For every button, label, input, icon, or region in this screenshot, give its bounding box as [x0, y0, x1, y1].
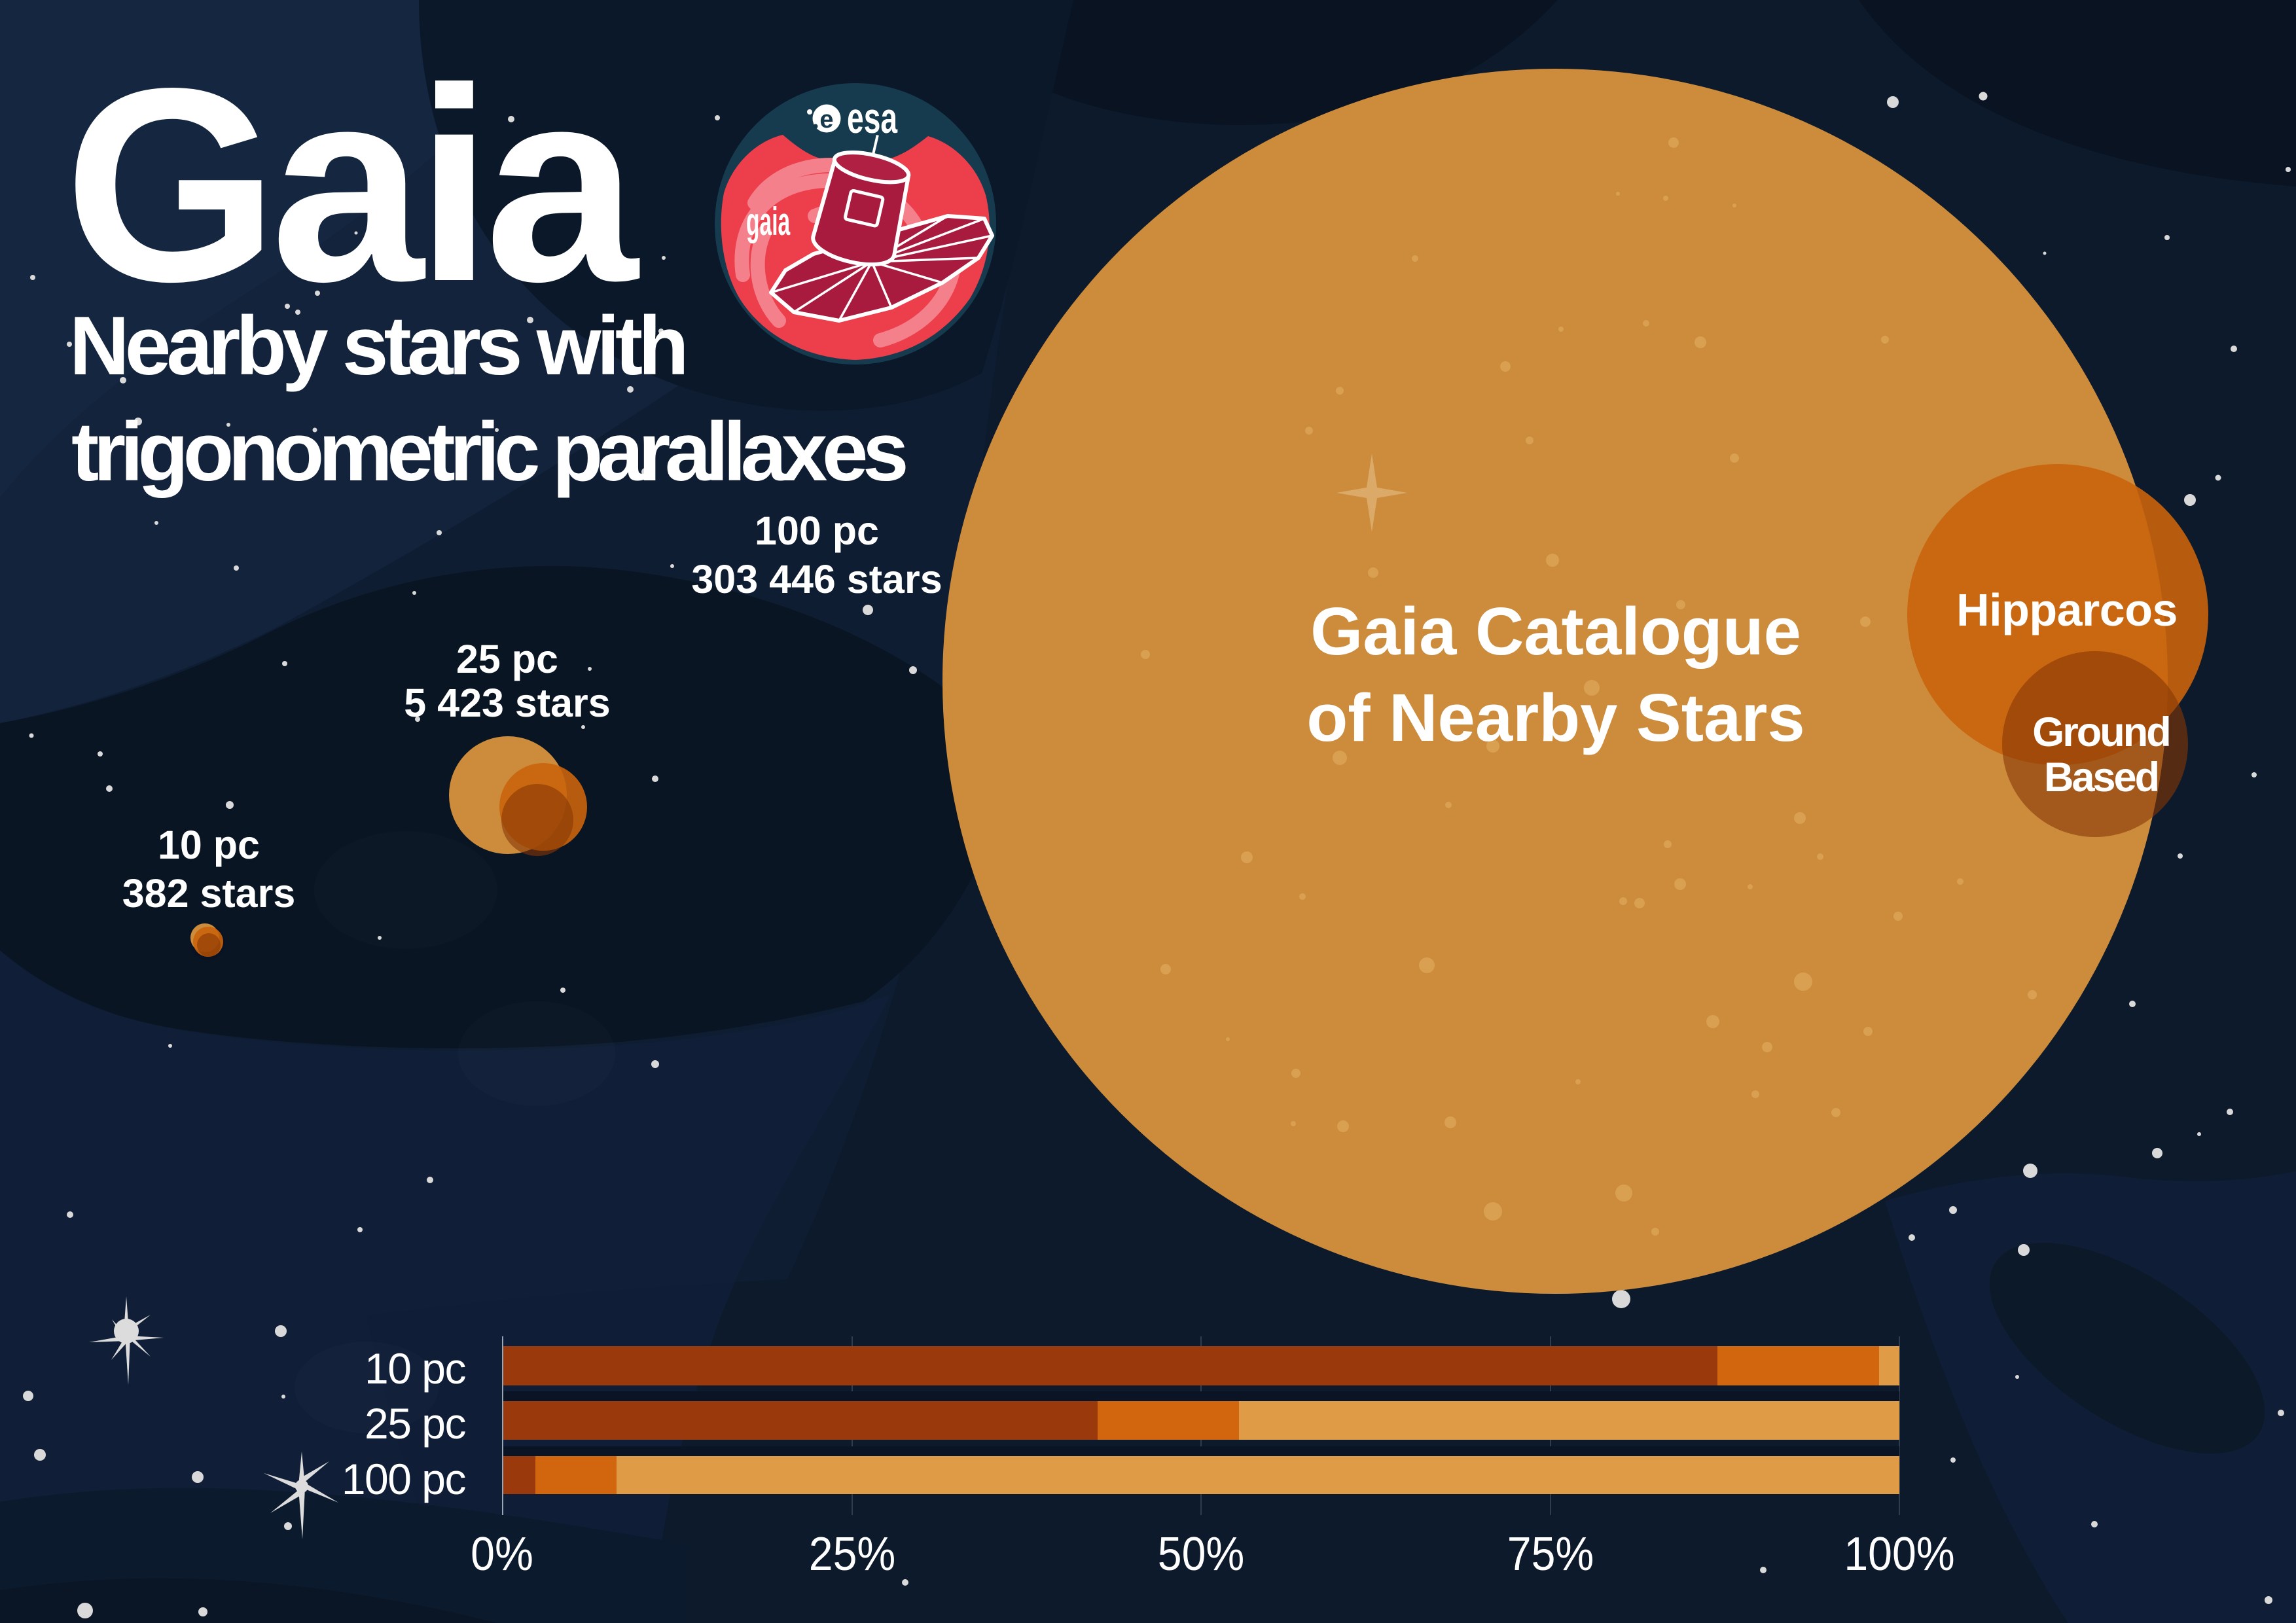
- svg-text:100 pc: 100 pc: [755, 508, 879, 553]
- svg-text:382 stars: 382 stars: [122, 871, 296, 916]
- svg-text:25 pc: 25 pc: [365, 1399, 465, 1448]
- svg-text:303 446 stars: 303 446 stars: [691, 557, 942, 601]
- svg-text:0%: 0%: [471, 1527, 533, 1580]
- svg-text:Nearby stars with: Nearby stars with: [69, 299, 685, 392]
- svg-text:Ground: Ground: [2032, 709, 2169, 755]
- svg-text:75%: 75%: [1507, 1527, 1594, 1580]
- svg-text:25 pc: 25 pc: [456, 637, 558, 681]
- svg-text:e: e: [819, 106, 833, 134]
- svg-text:Based: Based: [2044, 755, 2158, 800]
- svg-text:10 pc: 10 pc: [158, 823, 260, 867]
- svg-text:esa: esa: [847, 94, 898, 143]
- svg-text:Gaia: Gaia: [64, 31, 639, 339]
- svg-text:gaia: gaia: [746, 200, 791, 244]
- svg-text:5 423 stars: 5 423 stars: [404, 681, 610, 725]
- svg-text:100 pc: 100 pc: [342, 1455, 466, 1503]
- svg-text:100%: 100%: [1844, 1527, 1954, 1580]
- svg-text:of Nearby Stars: of Nearby Stars: [1306, 680, 1804, 755]
- svg-text:trigonometric parallaxes: trigonometric parallaxes: [71, 405, 906, 498]
- svg-text:25%: 25%: [809, 1527, 896, 1580]
- svg-text:50%: 50%: [1158, 1527, 1245, 1580]
- svg-text:Hipparcos: Hipparcos: [1956, 584, 2178, 635]
- svg-text:Gaia Catalogue: Gaia Catalogue: [1310, 594, 1801, 669]
- svg-text:10 pc: 10 pc: [365, 1344, 465, 1393]
